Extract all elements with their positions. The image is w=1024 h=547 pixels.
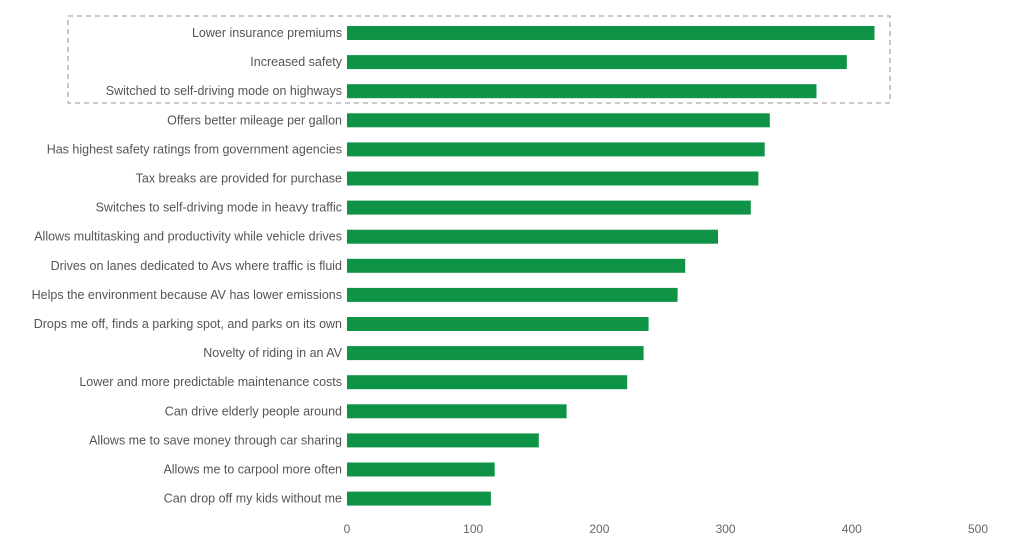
bar bbox=[347, 491, 491, 506]
bar bbox=[347, 317, 649, 331]
bars-layer bbox=[347, 26, 875, 506]
category-label: Lower insurance premiums bbox=[192, 26, 342, 40]
bar bbox=[347, 26, 875, 40]
category-label: Switched to self-driving mode on highway… bbox=[106, 84, 342, 98]
bar bbox=[347, 200, 751, 215]
bar bbox=[347, 375, 628, 390]
x-tick-label: 400 bbox=[842, 522, 862, 536]
category-label: Has highest safety ratings from governme… bbox=[47, 142, 342, 156]
category-label: Switches to self-driving mode in heavy t… bbox=[96, 201, 342, 215]
category-label: Can drive elderly people around bbox=[165, 404, 342, 418]
category-label: Novelty of riding in an AV bbox=[203, 346, 342, 360]
category-label: Offers better mileage per gallon bbox=[167, 113, 342, 127]
bar bbox=[347, 433, 539, 448]
bar bbox=[347, 229, 718, 244]
x-tick-label: 100 bbox=[463, 522, 483, 536]
category-label: Allows me to save money through car shar… bbox=[89, 433, 342, 447]
highlight-box bbox=[67, 15, 891, 104]
bar bbox=[347, 171, 759, 186]
bar bbox=[347, 142, 765, 157]
category-label: Lower and more predictable maintenance c… bbox=[79, 375, 342, 389]
bar bbox=[347, 55, 847, 70]
bar bbox=[347, 113, 770, 128]
x-tick-label: 500 bbox=[968, 522, 988, 536]
x-tick-label: 0 bbox=[344, 522, 351, 536]
category-label: Helps the environment because AV has low… bbox=[32, 288, 342, 302]
bar bbox=[347, 346, 644, 361]
category-label: Drops me off, finds a parking spot, and … bbox=[34, 317, 342, 331]
category-label: Allows multitasking and productivity whi… bbox=[34, 230, 342, 244]
category-label: Tax breaks are provided for purchase bbox=[136, 172, 342, 186]
bar bbox=[347, 462, 495, 477]
bar bbox=[347, 258, 686, 273]
bar bbox=[347, 287, 678, 302]
bar bbox=[347, 84, 817, 99]
category-labels: Lower insurance premiums Increased safety… bbox=[32, 26, 343, 506]
category-label: Increased safety bbox=[250, 55, 342, 69]
x-tick-label: 300 bbox=[716, 522, 736, 536]
x-axis-ticks: 0 100 200 300 400 500 bbox=[344, 522, 989, 536]
category-label: Drives on lanes dedicated to Avs where t… bbox=[51, 259, 342, 273]
category-label: Allows me to carpool more often bbox=[163, 463, 342, 477]
x-tick-label: 200 bbox=[589, 522, 609, 536]
category-label: Can drop off my kids without me bbox=[164, 492, 342, 506]
bar bbox=[347, 404, 567, 419]
